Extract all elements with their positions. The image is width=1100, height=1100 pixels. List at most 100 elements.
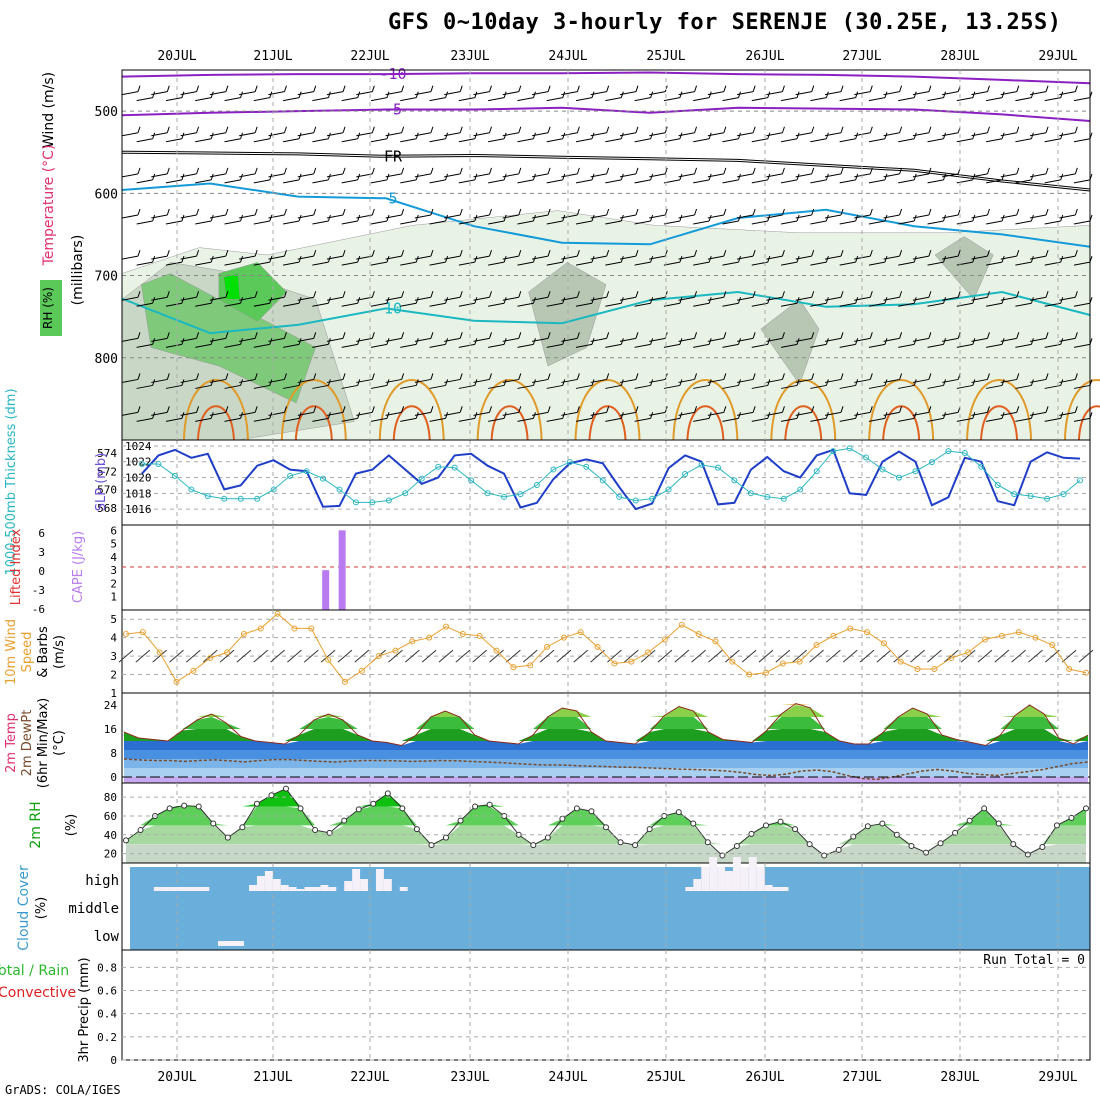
wind-barb — [1015, 343, 1032, 348]
wind-barb — [444, 337, 461, 342]
wind-barb-flag — [313, 167, 317, 175]
wind-barb — [971, 173, 988, 178]
wind-barb — [283, 220, 300, 225]
thickness-point — [139, 460, 145, 467]
thickness-point — [171, 472, 178, 479]
wind-barb-flag — [459, 373, 463, 380]
wind-barb-flag — [811, 332, 815, 339]
wind-barb — [971, 255, 988, 260]
wind-barb — [956, 179, 973, 184]
bottom-date-label: 26JUL — [745, 1070, 784, 1085]
wind-barb — [195, 343, 212, 348]
wind-barb-flag — [371, 406, 375, 413]
cloud-low-bar — [218, 941, 244, 946]
wind-barb-flag — [840, 249, 844, 257]
wind-barb-flag — [928, 208, 932, 216]
cloud-level-label: middle — [68, 901, 119, 917]
wind-barb-10m — [792, 649, 808, 663]
wind-barb-flag — [313, 406, 317, 413]
thickness-point — [764, 493, 771, 500]
wind-barb — [693, 97, 710, 102]
wind-barb — [473, 173, 490, 178]
ylabel-temp2m: 2m DewPt — [20, 710, 35, 777]
wind-barb-flag — [225, 373, 229, 380]
wind-barb-10m — [876, 649, 892, 663]
wind-barb — [737, 214, 754, 219]
wind-barb — [766, 255, 783, 260]
wind-barb — [546, 179, 563, 184]
wind-barb — [956, 138, 973, 143]
wind-barb — [400, 220, 417, 225]
cloud-high-bar — [756, 867, 765, 891]
wind-barb — [268, 173, 285, 178]
thickness-line — [142, 447, 1081, 503]
wind-barb-flag — [752, 249, 756, 257]
wind-barb-flag — [987, 167, 990, 175]
wind-barb-flag — [576, 291, 580, 298]
wind-barb — [1015, 179, 1032, 184]
cloud-high-bar — [764, 885, 773, 891]
wind-barb — [678, 214, 695, 219]
wind-barb — [927, 138, 944, 143]
wind-barb — [429, 417, 446, 422]
wind-barb-flag — [840, 167, 844, 175]
cloud-high-bar — [249, 885, 257, 891]
wind-barb-10m — [404, 649, 420, 663]
thickness-point — [188, 486, 195, 493]
wind-barb — [239, 173, 256, 178]
wind-barb — [942, 378, 959, 383]
wind-barb — [839, 97, 856, 102]
cloud-high-bar — [352, 869, 361, 891]
wind-barb-flag — [342, 291, 346, 298]
temp-band — [124, 741, 1088, 750]
wind-barb — [1059, 296, 1076, 301]
wind-barb — [868, 97, 886, 102]
wind-barb-flag — [313, 126, 317, 133]
wind-barb-flag — [1016, 249, 1020, 257]
thickness-tick-label: 568 — [97, 502, 117, 515]
wind-barb — [751, 417, 768, 422]
wind-speed-point — [190, 667, 197, 674]
bottom-date-label: 21JUL — [253, 1070, 292, 1085]
contour-label: -5 — [384, 100, 402, 118]
wind-barb — [224, 220, 241, 225]
wind-barb-flag — [430, 167, 434, 175]
temp-band — [124, 750, 1088, 759]
wind-barb — [707, 91, 724, 96]
wind-barb — [283, 97, 300, 102]
wind-barb — [810, 261, 827, 266]
wind-tick-label: 1 — [110, 687, 117, 700]
temp-band — [124, 717, 1088, 729]
wind-barb-flag — [723, 249, 727, 257]
wind-barb — [795, 91, 812, 96]
cloud-high-bar — [732, 857, 741, 891]
rh-point — [428, 842, 435, 849]
wind-barb — [1044, 179, 1061, 184]
wind-barb — [297, 337, 314, 342]
temp-contour-20 — [686, 405, 725, 441]
temp-contour — [121, 106, 1091, 122]
wind-barb-flag — [957, 332, 961, 339]
wind-speed-point — [897, 658, 904, 665]
rh-point — [326, 829, 333, 836]
wind-barb — [239, 214, 256, 219]
wind-barb — [312, 261, 329, 266]
wind-barb — [253, 384, 270, 389]
wind-barb-flag — [1074, 85, 1078, 92]
wind-barb — [1059, 214, 1076, 219]
cloud-high-bar — [304, 887, 313, 891]
wind-barb — [883, 296, 900, 301]
wind-barb — [370, 138, 388, 143]
wind-tick-label: 4 — [110, 632, 117, 645]
wind-barb — [165, 343, 183, 348]
wind-barb — [1000, 132, 1017, 137]
wind-barb-flag — [459, 406, 463, 413]
wind-barb-flag — [283, 332, 287, 339]
wind-barb — [707, 337, 724, 342]
wind-barb-flag — [459, 249, 463, 257]
wind-barb — [209, 296, 226, 301]
wind-barb — [590, 214, 607, 219]
wind-barb — [810, 179, 827, 184]
wind-barb — [370, 179, 388, 184]
wind-barb — [678, 173, 695, 178]
